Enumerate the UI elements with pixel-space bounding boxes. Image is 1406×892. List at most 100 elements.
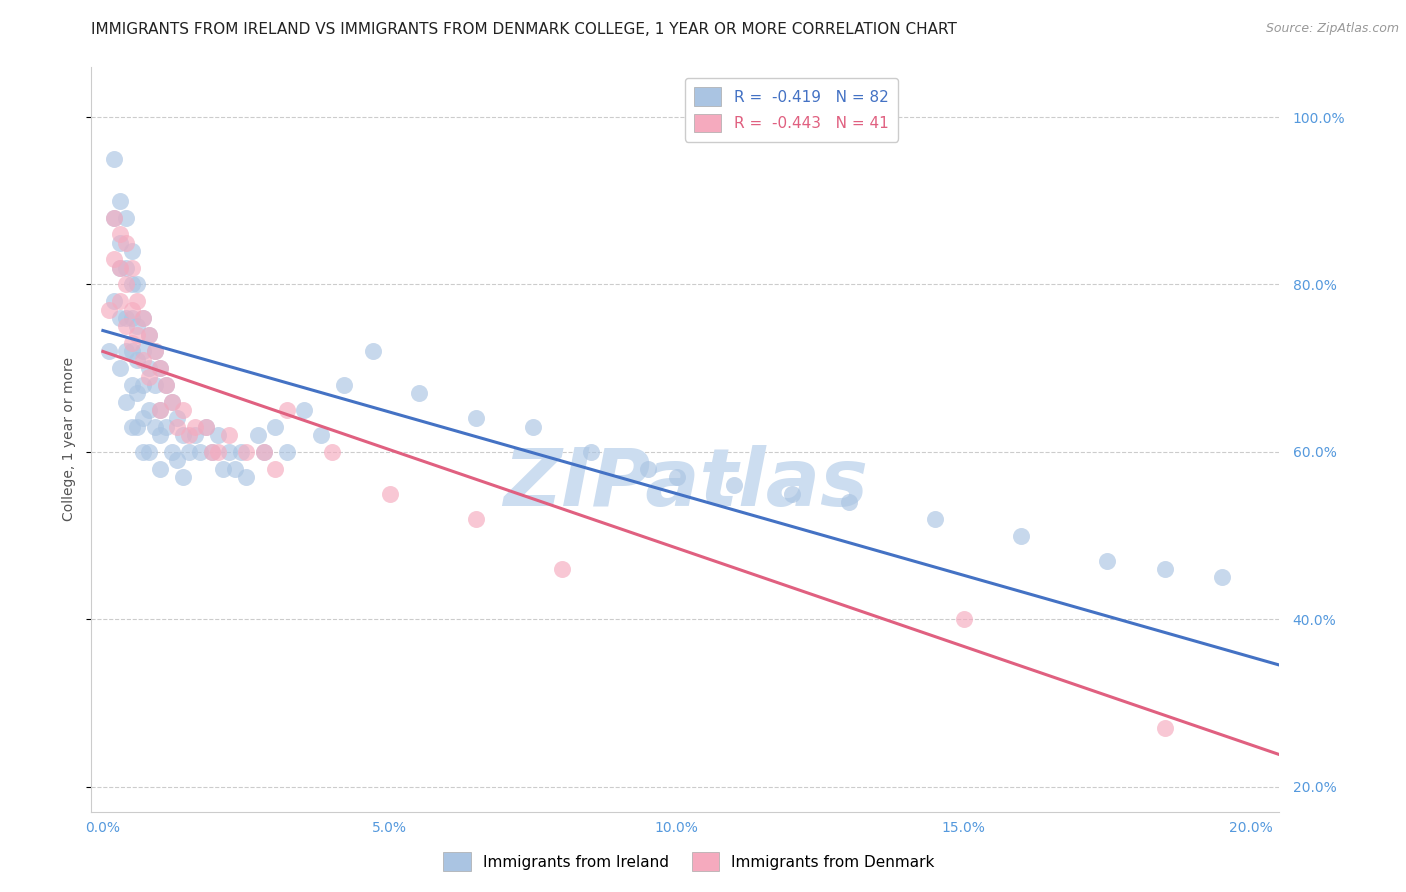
Point bbox=[207, 428, 229, 442]
Point bbox=[177, 445, 200, 459]
Point bbox=[246, 428, 269, 442]
Point bbox=[172, 428, 194, 442]
Point bbox=[143, 344, 166, 359]
Point bbox=[149, 361, 172, 376]
Point bbox=[103, 211, 125, 225]
Point bbox=[114, 344, 136, 359]
Point bbox=[1097, 554, 1119, 568]
Point bbox=[114, 211, 136, 225]
Point bbox=[276, 445, 298, 459]
Point bbox=[155, 419, 177, 434]
Point bbox=[1153, 721, 1175, 735]
Point bbox=[97, 344, 120, 359]
Point bbox=[132, 445, 155, 459]
Point bbox=[201, 445, 224, 459]
Point bbox=[235, 445, 257, 459]
Legend: R =  -0.419   N = 82, R =  -0.443   N = 41: R = -0.419 N = 82, R = -0.443 N = 41 bbox=[685, 78, 897, 142]
Point bbox=[166, 453, 188, 467]
Point bbox=[121, 419, 143, 434]
Point bbox=[149, 461, 172, 475]
Point bbox=[132, 310, 155, 325]
Point bbox=[132, 352, 155, 367]
Point bbox=[138, 445, 160, 459]
Point bbox=[195, 419, 218, 434]
Point bbox=[160, 394, 183, 409]
Point bbox=[522, 419, 544, 434]
Point bbox=[579, 445, 602, 459]
Point bbox=[780, 486, 803, 500]
Point bbox=[309, 428, 332, 442]
Point bbox=[333, 378, 356, 392]
Point bbox=[637, 461, 659, 475]
Point bbox=[195, 419, 218, 434]
Text: IMMIGRANTS FROM IRELAND VS IMMIGRANTS FROM DENMARK COLLEGE, 1 YEAR OR MORE CORRE: IMMIGRANTS FROM IRELAND VS IMMIGRANTS FR… bbox=[91, 22, 957, 37]
Point bbox=[149, 428, 172, 442]
Point bbox=[108, 361, 131, 376]
Point bbox=[292, 403, 315, 417]
Y-axis label: College, 1 year or more: College, 1 year or more bbox=[62, 358, 76, 521]
Point bbox=[121, 302, 143, 317]
Point bbox=[127, 319, 149, 334]
Point bbox=[264, 461, 287, 475]
Point bbox=[218, 428, 240, 442]
Point bbox=[138, 327, 160, 342]
Point bbox=[138, 327, 160, 342]
Text: Source: ZipAtlas.com: Source: ZipAtlas.com bbox=[1265, 22, 1399, 36]
Point bbox=[143, 378, 166, 392]
Point bbox=[229, 445, 252, 459]
Point bbox=[121, 244, 143, 258]
Text: ZIPatlas: ZIPatlas bbox=[503, 445, 868, 523]
Point bbox=[149, 361, 172, 376]
Point bbox=[155, 378, 177, 392]
Point bbox=[1010, 528, 1032, 542]
Legend: Immigrants from Ireland, Immigrants from Denmark: Immigrants from Ireland, Immigrants from… bbox=[437, 847, 941, 877]
Point bbox=[121, 260, 143, 275]
Point bbox=[1211, 570, 1233, 584]
Point bbox=[97, 302, 120, 317]
Point bbox=[276, 403, 298, 417]
Point bbox=[160, 445, 183, 459]
Point bbox=[138, 361, 160, 376]
Point bbox=[103, 211, 125, 225]
Point bbox=[378, 486, 401, 500]
Point bbox=[127, 277, 149, 292]
Point bbox=[108, 294, 131, 309]
Point bbox=[201, 445, 224, 459]
Point bbox=[149, 403, 172, 417]
Point bbox=[723, 478, 745, 492]
Point bbox=[465, 411, 488, 425]
Point bbox=[252, 445, 274, 459]
Point bbox=[155, 378, 177, 392]
Point bbox=[114, 310, 136, 325]
Point bbox=[952, 612, 974, 626]
Point bbox=[114, 319, 136, 334]
Point bbox=[108, 260, 131, 275]
Point bbox=[103, 252, 125, 267]
Point bbox=[160, 394, 183, 409]
Point bbox=[143, 344, 166, 359]
Point bbox=[143, 419, 166, 434]
Point bbox=[108, 227, 131, 242]
Point bbox=[108, 235, 131, 250]
Point bbox=[172, 403, 194, 417]
Point bbox=[183, 428, 205, 442]
Point bbox=[114, 260, 136, 275]
Point bbox=[212, 461, 235, 475]
Point bbox=[361, 344, 384, 359]
Point bbox=[138, 403, 160, 417]
Point bbox=[103, 294, 125, 309]
Point bbox=[108, 310, 131, 325]
Point bbox=[235, 470, 257, 484]
Point bbox=[132, 310, 155, 325]
Point bbox=[127, 386, 149, 401]
Point bbox=[838, 495, 860, 509]
Point bbox=[172, 470, 194, 484]
Point bbox=[121, 277, 143, 292]
Point bbox=[465, 512, 488, 526]
Point bbox=[149, 403, 172, 417]
Point bbox=[127, 419, 149, 434]
Point bbox=[103, 152, 125, 166]
Point bbox=[1153, 562, 1175, 576]
Point bbox=[114, 394, 136, 409]
Point bbox=[190, 445, 212, 459]
